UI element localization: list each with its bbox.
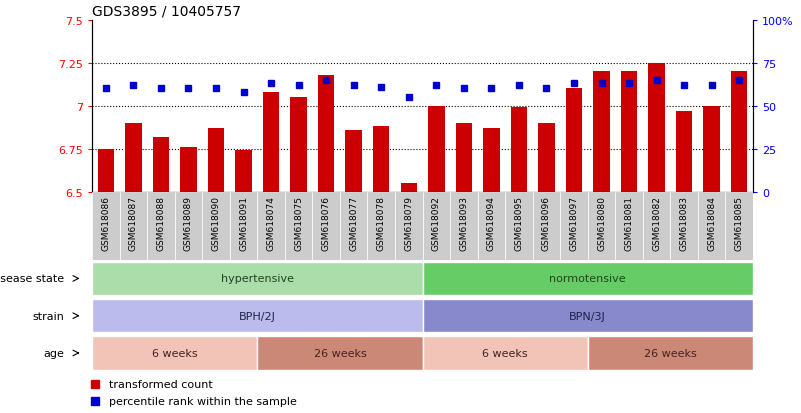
Bar: [202, 192, 230, 260]
Text: GSM618082: GSM618082: [652, 195, 661, 250]
Text: GSM618081: GSM618081: [625, 195, 634, 250]
Bar: [291, 98, 307, 192]
Text: GSM618090: GSM618090: [211, 195, 220, 250]
Bar: [119, 192, 147, 260]
Text: GSM618080: GSM618080: [597, 195, 606, 250]
Bar: [615, 192, 642, 260]
Bar: [731, 72, 747, 192]
Bar: [368, 192, 395, 260]
Bar: [423, 336, 588, 370]
Text: GSM618083: GSM618083: [679, 195, 689, 250]
Bar: [257, 192, 285, 260]
Bar: [588, 192, 615, 260]
Bar: [345, 131, 362, 192]
Bar: [98, 149, 115, 192]
Bar: [92, 299, 423, 333]
Bar: [423, 192, 450, 260]
Bar: [312, 192, 340, 260]
Bar: [726, 192, 753, 260]
Bar: [263, 93, 280, 192]
Text: GSM618091: GSM618091: [239, 195, 248, 250]
Bar: [566, 89, 582, 192]
Bar: [588, 336, 753, 370]
Text: GDS3895 / 10405757: GDS3895 / 10405757: [92, 4, 241, 18]
Bar: [180, 147, 197, 192]
Text: percentile rank within the sample: percentile rank within the sample: [109, 396, 296, 406]
Bar: [318, 76, 335, 192]
Text: GSM618085: GSM618085: [735, 195, 743, 250]
Text: GSM618077: GSM618077: [349, 195, 358, 250]
Text: 26 weeks: 26 weeks: [313, 348, 366, 358]
Bar: [285, 192, 312, 260]
Bar: [642, 192, 670, 260]
Bar: [373, 127, 389, 192]
Text: normotensive: normotensive: [549, 274, 626, 284]
Text: GSM618074: GSM618074: [267, 195, 276, 250]
Bar: [594, 72, 610, 192]
Bar: [621, 72, 638, 192]
Bar: [230, 192, 257, 260]
Bar: [423, 299, 753, 333]
Text: GSM618089: GSM618089: [184, 195, 193, 250]
Bar: [477, 192, 505, 260]
Bar: [423, 262, 753, 296]
Bar: [670, 192, 698, 260]
Bar: [175, 192, 202, 260]
Bar: [505, 192, 533, 260]
Text: transformed count: transformed count: [109, 379, 212, 389]
Text: GSM618086: GSM618086: [102, 195, 111, 250]
Text: GSM618075: GSM618075: [294, 195, 303, 250]
Text: GSM618092: GSM618092: [432, 195, 441, 250]
Bar: [511, 108, 527, 192]
Bar: [147, 192, 175, 260]
Text: GSM618093: GSM618093: [459, 195, 469, 250]
Text: 6 weeks: 6 weeks: [152, 348, 198, 358]
Bar: [676, 112, 692, 192]
Text: GSM618076: GSM618076: [322, 195, 331, 250]
Text: GSM618094: GSM618094: [487, 195, 496, 250]
Bar: [125, 123, 142, 192]
Bar: [395, 192, 423, 260]
Bar: [450, 192, 477, 260]
Text: GSM618097: GSM618097: [570, 195, 578, 250]
Text: GSM618078: GSM618078: [376, 195, 386, 250]
Bar: [560, 192, 588, 260]
Bar: [648, 64, 665, 192]
Bar: [92, 336, 257, 370]
Text: hypertensive: hypertensive: [221, 274, 294, 284]
Bar: [92, 192, 119, 260]
Text: GSM618087: GSM618087: [129, 195, 138, 250]
Bar: [698, 192, 726, 260]
Bar: [340, 192, 368, 260]
Text: GSM618096: GSM618096: [542, 195, 551, 250]
Bar: [483, 128, 500, 192]
Bar: [400, 183, 417, 192]
Bar: [533, 192, 560, 260]
Text: GSM618079: GSM618079: [405, 195, 413, 250]
Text: GSM618084: GSM618084: [707, 195, 716, 250]
Text: GSM618095: GSM618095: [514, 195, 523, 250]
Bar: [235, 151, 252, 192]
Bar: [207, 128, 224, 192]
Text: disease state: disease state: [0, 274, 64, 284]
Text: 26 weeks: 26 weeks: [644, 348, 697, 358]
Bar: [428, 106, 445, 192]
Bar: [538, 123, 554, 192]
Text: 6 weeks: 6 weeks: [482, 348, 528, 358]
Text: BPN/3J: BPN/3J: [570, 311, 606, 321]
Bar: [153, 137, 169, 192]
Bar: [92, 262, 423, 296]
Text: BPH/2J: BPH/2J: [239, 311, 276, 321]
Text: age: age: [43, 348, 64, 358]
Bar: [257, 336, 422, 370]
Text: strain: strain: [32, 311, 64, 321]
Bar: [456, 123, 472, 192]
Bar: [703, 106, 720, 192]
Text: GSM618088: GSM618088: [156, 195, 166, 250]
